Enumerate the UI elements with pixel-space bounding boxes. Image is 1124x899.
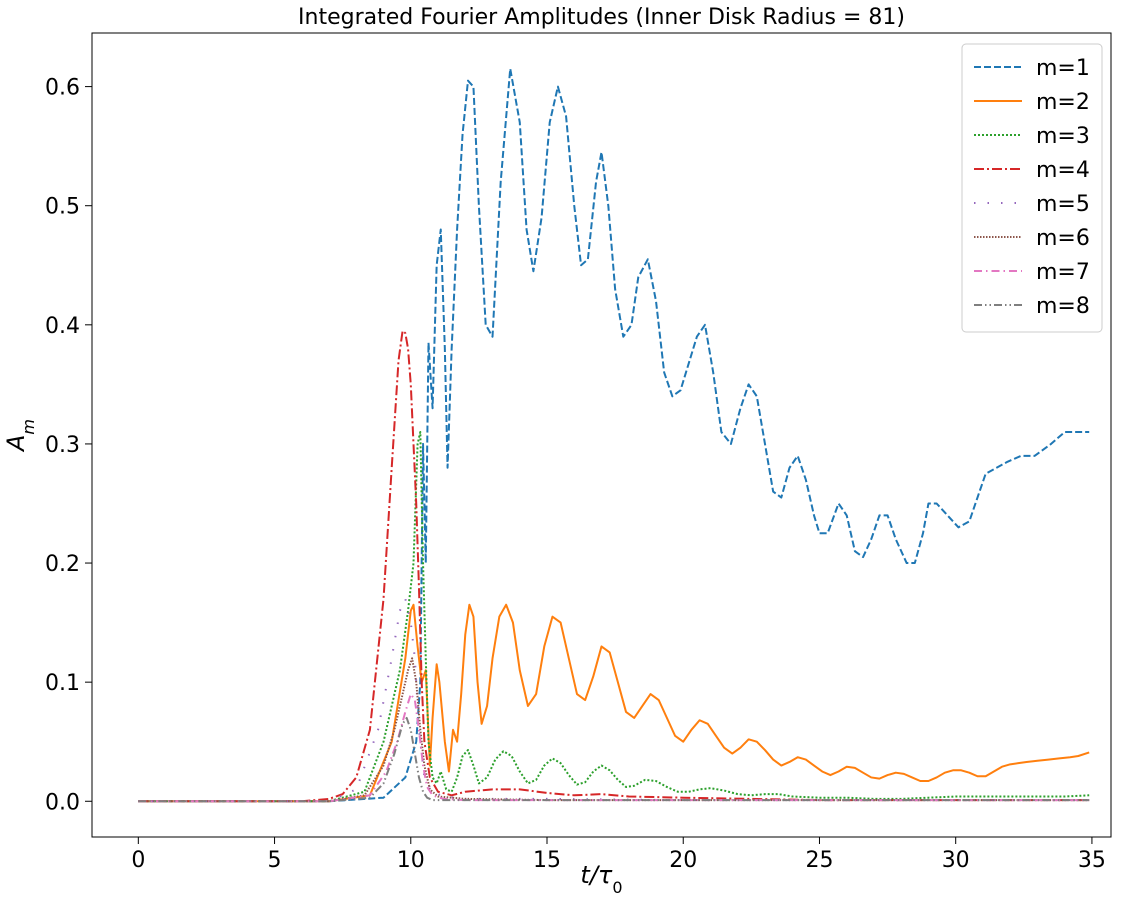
x-tick-label: 35 — [1078, 848, 1106, 873]
legend-label: m=4 — [1036, 158, 1090, 183]
y-tick-label: 0.6 — [45, 76, 80, 101]
series-line-m1 — [138, 67, 1090, 803]
legend-label: m=6 — [1036, 226, 1090, 251]
series-line-m2 — [138, 603, 1090, 803]
y-tick-label: 0.4 — [45, 314, 80, 339]
x-tick-label: 5 — [268, 848, 282, 873]
legend-label: m=3 — [1036, 124, 1090, 149]
y-tick-label: 0.5 — [45, 195, 80, 220]
x-axis-ticks: 0 5 10 15 20 25 30 35 — [131, 837, 1106, 873]
x-axis-label: t/τ0 — [580, 861, 622, 897]
y-tick-label: 0.3 — [45, 433, 80, 458]
series-line-m6 — [138, 657, 1090, 803]
legend-box — [961, 43, 1103, 333]
y-tick-label: 0.0 — [45, 790, 80, 815]
y-tick-label: 0.1 — [45, 671, 80, 696]
x-tick-label: 0 — [131, 848, 145, 873]
x-tick-label: 20 — [669, 848, 697, 873]
series-layer — [138, 67, 1090, 803]
legend-label: m=1 — [1036, 56, 1090, 81]
x-tick-label: 30 — [942, 848, 970, 873]
series-line-m3 — [138, 431, 1090, 803]
plot-frame — [91, 32, 1112, 838]
series-line-m8 — [138, 716, 1090, 803]
series-line-m7 — [138, 693, 1090, 803]
y-axis-label: Am — [2, 419, 38, 453]
y-tick-label: 0.2 — [45, 552, 80, 577]
series-line-m4 — [138, 329, 1090, 803]
legend: m=1 m=2 m=3 m=4 m=5 m=6 m=7 m=8 — [961, 43, 1103, 333]
series-line-m5 — [138, 597, 1090, 803]
x-tick-label: 10 — [397, 848, 425, 873]
chart-title: Integrated Fourier Amplitudes (Inner Dis… — [298, 5, 905, 30]
legend-label: m=5 — [1036, 192, 1090, 217]
y-axis-ticks: 0.0 0.1 0.2 0.3 0.4 0.5 0.6 — [45, 76, 92, 815]
legend-label: m=2 — [1036, 90, 1090, 115]
legend-label: m=7 — [1036, 260, 1090, 285]
legend-label: m=8 — [1036, 294, 1090, 319]
x-tick-label: 15 — [533, 848, 561, 873]
x-tick-label: 25 — [805, 848, 833, 873]
